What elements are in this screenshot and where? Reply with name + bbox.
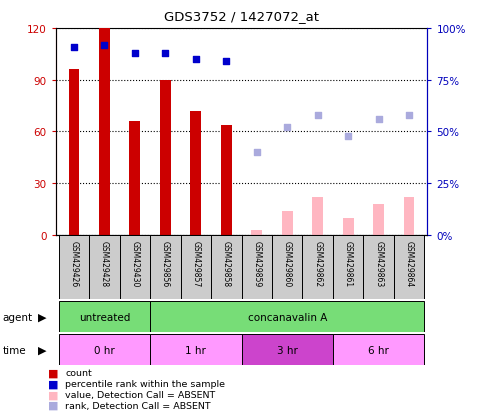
Text: GSM429864: GSM429864 [405, 240, 413, 287]
Point [222, 59, 230, 65]
Bar [373, 204, 384, 235]
Text: value, Detection Call = ABSENT: value, Detection Call = ABSENT [65, 390, 215, 399]
Text: rank, Detection Call = ABSENT: rank, Detection Call = ABSENT [65, 401, 211, 410]
Text: GSM429430: GSM429430 [130, 240, 139, 287]
Bar [129, 122, 140, 235]
Bar [242, 235, 272, 299]
Text: ▶: ▶ [38, 345, 47, 355]
Point [100, 42, 108, 49]
Bar [120, 235, 150, 299]
Text: GSM429862: GSM429862 [313, 240, 322, 287]
Text: ■: ■ [48, 379, 59, 389]
Point [375, 116, 383, 123]
Bar [211, 235, 242, 299]
Bar [333, 335, 425, 366]
Bar [394, 235, 425, 299]
Text: ■: ■ [48, 368, 59, 378]
Bar [150, 335, 242, 366]
Bar [242, 335, 333, 366]
Text: GSM429860: GSM429860 [283, 240, 292, 287]
Bar [89, 235, 120, 299]
Text: agent: agent [2, 312, 32, 322]
Bar [252, 230, 262, 235]
Bar [333, 235, 363, 299]
Text: 3 hr: 3 hr [277, 345, 298, 355]
Bar [221, 125, 231, 235]
Text: GDS3752 / 1427072_at: GDS3752 / 1427072_at [164, 10, 319, 23]
Text: percentile rank within the sample: percentile rank within the sample [65, 379, 225, 388]
Text: ■: ■ [48, 389, 59, 399]
Bar [99, 29, 110, 235]
Bar [363, 235, 394, 299]
Text: GSM429861: GSM429861 [344, 240, 353, 287]
Bar [343, 218, 354, 235]
Point [253, 150, 261, 156]
Text: count: count [65, 368, 92, 377]
Bar [282, 211, 293, 235]
Text: 1 hr: 1 hr [185, 345, 206, 355]
Bar [58, 235, 89, 299]
Text: GSM429857: GSM429857 [191, 240, 200, 287]
Text: ■: ■ [48, 400, 59, 410]
Bar [272, 235, 302, 299]
Text: GSM429863: GSM429863 [374, 240, 383, 287]
Text: concanavalin A: concanavalin A [248, 312, 327, 322]
Bar [69, 70, 79, 235]
Point [405, 112, 413, 119]
Bar [150, 301, 425, 332]
Point [284, 125, 291, 131]
Text: GSM429426: GSM429426 [70, 240, 78, 287]
Point [131, 50, 139, 57]
Bar [58, 301, 150, 332]
Text: GSM429856: GSM429856 [161, 240, 170, 287]
Bar [190, 112, 201, 235]
Bar [150, 235, 181, 299]
Text: 6 hr: 6 hr [368, 345, 389, 355]
Text: ▶: ▶ [38, 312, 47, 322]
Text: untreated: untreated [79, 312, 130, 322]
Text: GSM429858: GSM429858 [222, 240, 231, 287]
Point [70, 44, 78, 51]
Point [161, 50, 169, 57]
Point [344, 133, 352, 140]
Point [192, 57, 199, 63]
Text: time: time [2, 345, 26, 355]
Text: 0 hr: 0 hr [94, 345, 114, 355]
Bar [302, 235, 333, 299]
Point [314, 112, 322, 119]
Bar [160, 81, 170, 235]
Bar [58, 335, 150, 366]
Bar [181, 235, 211, 299]
Text: GSM429859: GSM429859 [252, 240, 261, 287]
Bar [313, 197, 323, 235]
Text: GSM429428: GSM429428 [100, 240, 109, 287]
Bar [404, 197, 414, 235]
